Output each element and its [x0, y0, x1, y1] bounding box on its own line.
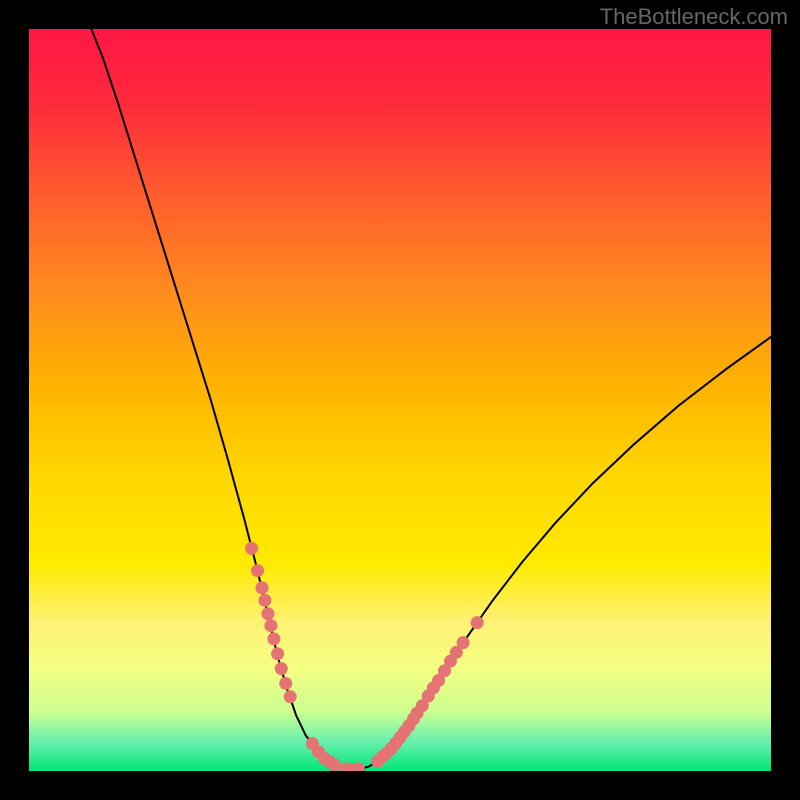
plot-area [29, 29, 771, 771]
data-marker [352, 763, 364, 771]
data-marker [275, 663, 287, 675]
data-marker [329, 759, 341, 771]
data-marker [265, 620, 277, 632]
data-marker [280, 677, 292, 689]
data-marker [284, 691, 296, 703]
chart-svg [29, 29, 771, 771]
data-marker [252, 565, 264, 577]
data-marker [471, 617, 483, 629]
data-marker [259, 594, 271, 606]
gradient-background [29, 29, 771, 771]
data-marker [246, 542, 258, 554]
data-marker [268, 633, 280, 645]
chart-container: TheBottleneck.com [0, 0, 800, 800]
data-marker [256, 582, 268, 594]
data-marker [272, 648, 284, 660]
data-marker [457, 637, 469, 649]
watermark-text: TheBottleneck.com [600, 4, 788, 30]
data-marker [262, 608, 274, 620]
